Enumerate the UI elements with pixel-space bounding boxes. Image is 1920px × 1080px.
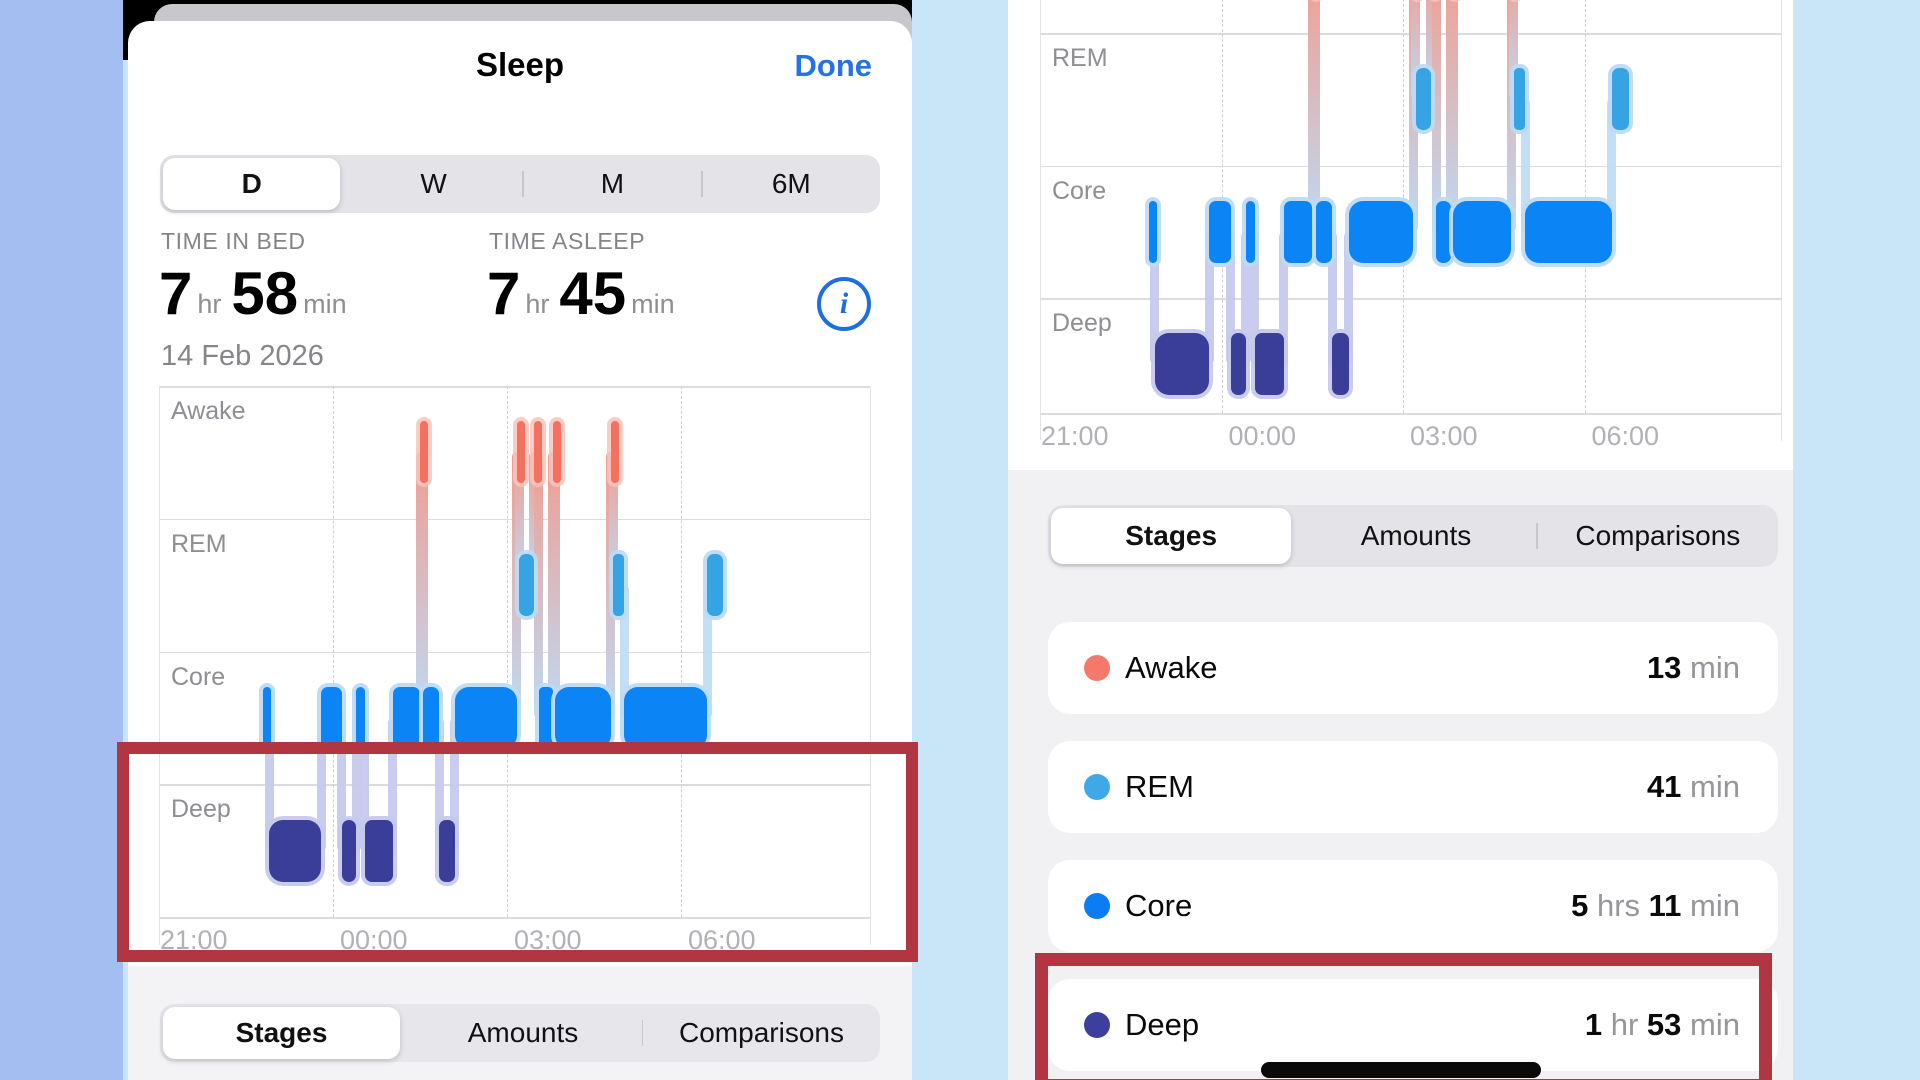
stat-unit: min <box>631 289 675 319</box>
stage-name: Awake <box>1125 650 1218 685</box>
legend-row-deep[interactable]: Deep 1 hr 53 min <box>1048 979 1778 1071</box>
stage-duration: 5 hrs 11 min <box>1571 888 1740 923</box>
stat-number: 7 <box>487 260 521 327</box>
time-asleep-value: 7 hr 45 min <box>487 258 685 324</box>
legend-row-core[interactable]: Core 5 hrs 11 min <box>1048 860 1778 952</box>
stage-duration: 1 hr 53 min <box>1584 1007 1740 1042</box>
stage-duration: 41 min <box>1646 769 1740 804</box>
stat-unit: hr <box>197 289 222 319</box>
range-segmented-control[interactable]: D W M 6M <box>160 155 880 213</box>
stage-name: Deep <box>1125 1007 1200 1042</box>
stage-color-dot <box>1084 655 1110 681</box>
tab-comparisons[interactable]: Comparisons <box>679 1017 844 1048</box>
stat-number: 7 <box>159 260 193 327</box>
stage-duration: 13 min <box>1646 650 1740 685</box>
legend-row-rem[interactable]: REM 41 min <box>1048 741 1778 833</box>
segment-divider <box>641 1020 643 1046</box>
stage-tabs-left[interactable]: Stages Amounts Comparisons <box>160 1004 880 1062</box>
highlight-box-deep-chart-row <box>117 742 918 962</box>
info-icon[interactable]: i <box>817 277 871 331</box>
stage-tabs-right[interactable]: Stages Amounts Comparisons <box>1048 505 1778 567</box>
stage-color-dot <box>1084 1012 1110 1038</box>
page-title: Sleep <box>475 46 565 83</box>
tab-comparisons[interactable]: Comparisons <box>1575 520 1741 551</box>
time-in-bed-label: TIME IN BED <box>161 228 306 254</box>
segment-divider <box>701 171 703 197</box>
stage-name: Core <box>1125 888 1193 923</box>
time-asleep-label: TIME ASLEEP <box>489 228 646 254</box>
home-indicator <box>1261 1062 1541 1078</box>
segment-divider <box>1536 523 1538 549</box>
tab-w[interactable]: W <box>420 168 447 199</box>
tab-stages[interactable]: Stages <box>1051 508 1292 564</box>
stage-name: REM <box>1125 769 1194 804</box>
legend-row-awake[interactable]: Awake 13 min <box>1048 622 1778 714</box>
stat-unit: min <box>303 289 347 319</box>
tab-stages[interactable]: Stages <box>163 1007 400 1059</box>
stage-color-dot <box>1084 893 1110 919</box>
done-button[interactable]: Done <box>794 48 873 83</box>
tab-d[interactable]: D <box>163 158 341 210</box>
tab-6m[interactable]: 6M <box>771 168 811 199</box>
stage-color-dot <box>1084 774 1110 800</box>
highlight-box-deep-list-row <box>1035 953 1772 1080</box>
left-periwinkle-stripe <box>0 0 123 1080</box>
tab-amounts[interactable]: Amounts <box>467 1017 579 1048</box>
stat-unit: hr <box>525 289 550 319</box>
stat-number: 58 <box>231 260 299 327</box>
stat-number: 45 <box>559 260 627 327</box>
date-label: 14 Feb 2026 <box>161 340 324 372</box>
time-in-bed-value: 7 hr 58 min <box>159 258 357 324</box>
segment-divider <box>522 171 524 197</box>
tab-m[interactable]: M <box>600 168 625 199</box>
tab-amounts[interactable]: Amounts <box>1360 520 1472 551</box>
